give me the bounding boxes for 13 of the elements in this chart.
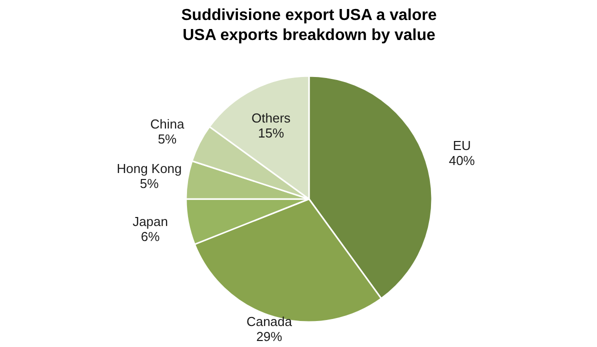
- data-label: 29%: [256, 329, 283, 344]
- data-label: 5%: [140, 176, 160, 191]
- data-label: 40%: [448, 152, 476, 168]
- slice-label: China: [150, 116, 185, 132]
- chart-title: Suddivisione export USA a valore USA exports breakdown by value: [181, 7, 437, 44]
- slice-label: Others: [252, 110, 292, 126]
- slice-label: EU: [452, 138, 471, 153]
- slice-label: Canada: [246, 314, 293, 330]
- data-label: 6%: [140, 228, 160, 244]
- slice-label: Hong Kong: [116, 160, 182, 176]
- data-label: 5%: [158, 131, 178, 146]
- data-label: 15%: [258, 125, 284, 140]
- slice-label: Japan: [132, 214, 168, 229]
